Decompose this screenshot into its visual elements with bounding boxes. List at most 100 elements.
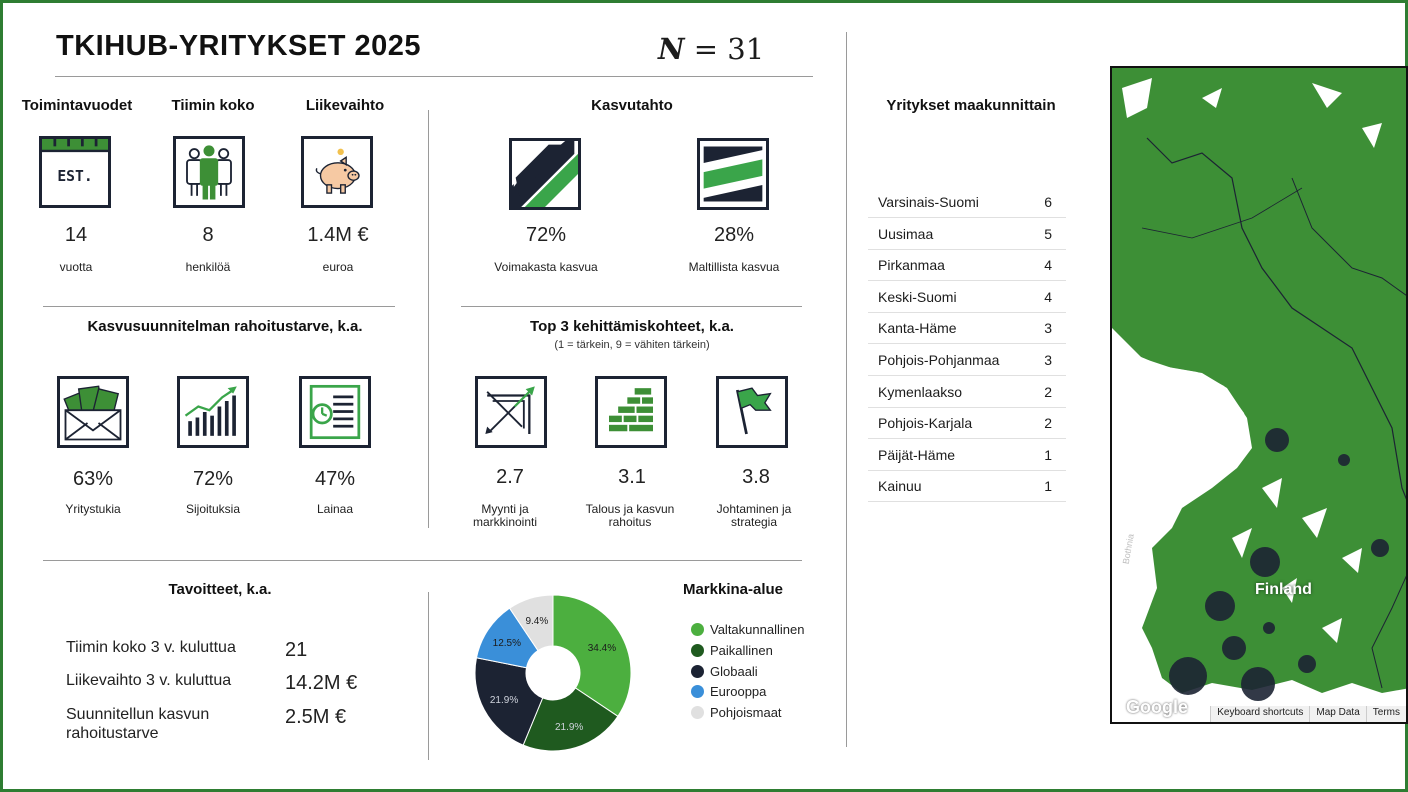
- region-row: Pohjois-Pohjanmaa 3: [868, 344, 1066, 376]
- legend-label: Paikallinen: [710, 642, 773, 658]
- market-chart-title: Markkina-alue: [682, 581, 784, 598]
- map-bubble-kanta-hame: [1222, 636, 1246, 660]
- stat-value-revenue: 1.4M €: [307, 224, 369, 246]
- strong-growth-icon: [509, 138, 581, 210]
- stat-unit-revenue: euroa: [322, 260, 354, 274]
- growth-value-strong: 72%: [525, 224, 567, 246]
- goal-label-revenue: Liikevaihto 3 v. kuluttua: [66, 672, 232, 689]
- map-bubble-kainuu: [1338, 454, 1350, 466]
- development-label-sales: Myynti ja markkinointi: [472, 502, 538, 529]
- map-bubble-paijat-hame: [1263, 622, 1275, 634]
- map-gulf: [1112, 330, 1250, 678]
- region-row: Keski-Suomi 4: [868, 281, 1066, 313]
- flag-icon: [716, 376, 788, 448]
- region-name: Pohjois-Pohjanmaa: [878, 352, 1000, 368]
- legend-label: Pohjoismaat: [710, 705, 782, 721]
- legend-item[interactable]: Valtakunnallinen: [691, 622, 804, 638]
- map-border: [1146, 137, 1406, 500]
- section-divider: [461, 306, 802, 307]
- goal-value-team: 21: [285, 639, 308, 661]
- pie-slice-valtakunnallinen[interactable]: [552, 594, 632, 717]
- legend-label: Globaali: [710, 663, 758, 679]
- region-name: Varsinais-Suomi: [878, 194, 979, 210]
- region-count: 4: [1044, 288, 1052, 305]
- funding-header: Kasvusuunnitelman rahoitustarve, k.a.: [87, 318, 363, 335]
- goal-value-revenue: 14.2M €: [285, 672, 358, 694]
- svg-text:EST.: EST.: [57, 168, 92, 185]
- development-note: (1 = tärkein, 9 = vähiten tärkein): [554, 339, 710, 351]
- map-border-2: [1291, 177, 1406, 296]
- region-count: 1: [1044, 446, 1052, 463]
- map-bubble-pirkanmaa: [1205, 591, 1235, 621]
- finland-map[interactable]: Finland Bothnia Google Keyboard shortcut…: [1110, 66, 1408, 724]
- map-country-label: Finland: [1255, 581, 1312, 598]
- region-count: 4: [1044, 257, 1052, 274]
- region-row: Varsinais-Suomi 6: [868, 186, 1066, 218]
- pie-slice-pohjoismaat[interactable]: [508, 594, 554, 652]
- development-value-finance: 3.1: [618, 466, 646, 488]
- pie-slice-paikallinen[interactable]: [522, 687, 619, 752]
- legend-label: Eurooppa: [710, 684, 767, 700]
- goals-header: Tavoitteet, k.a.: [168, 581, 272, 598]
- region-row: Uusimaa 5: [868, 218, 1066, 250]
- legend-label: Valtakunnallinen: [710, 622, 805, 637]
- region-name: Pohjois-Karjala: [878, 415, 973, 432]
- regions-header: Yritykset maakunnittain: [886, 97, 1056, 114]
- stat-value-team: 8: [202, 224, 214, 246]
- growth-label-moderate: Maltillista kasvua: [688, 260, 780, 274]
- section-divider: [43, 560, 802, 561]
- goal-label-funding: Suunnitellun kasvun rahoitustarve: [66, 706, 210, 742]
- stat-unit-team: henkilöä: [185, 260, 231, 274]
- funding-value-grants: 63%: [72, 468, 114, 490]
- development-label-finance: Talous ja kasvun rahoitus: [585, 502, 675, 529]
- legend-swatch: [691, 685, 704, 699]
- map-bubble-uusimaa: [1241, 667, 1275, 701]
- development-value-sales: 2.7: [496, 466, 524, 488]
- stat-unit-years: vuotta: [59, 260, 93, 274]
- legend-item[interactable]: Pohjoismaat: [691, 705, 782, 721]
- region-count: 1: [1044, 478, 1052, 495]
- map-data-link[interactable]: Map Data: [1309, 706, 1366, 722]
- pie-data-label: 12.5%: [493, 638, 521, 649]
- stat-header-revenue: Liikevaihto: [305, 97, 385, 114]
- map-north-lakes: [1122, 78, 1382, 148]
- region-row: Pirkanmaa 4: [868, 249, 1066, 282]
- market-pie-chart: 34.4% 21.9% 21.9% 12.5% 9.4%: [474, 594, 632, 752]
- stat-header-years: Toimintavuodet: [21, 97, 133, 114]
- moderate-growth-icon: [697, 138, 769, 210]
- funding-label-loans: Lainaa: [316, 502, 354, 516]
- growth-label-strong: Voimakasta kasvua: [494, 260, 598, 274]
- funding-label-investments: Sijoituksia: [185, 502, 241, 516]
- region-row: Kainuu 1: [868, 470, 1066, 503]
- legend-item[interactable]: Paikallinen: [691, 643, 773, 659]
- legend-item[interactable]: Eurooppa: [691, 684, 766, 700]
- map-bubble-pohjois-karjala: [1371, 539, 1389, 557]
- pie-slice-globaali[interactable]: [474, 657, 544, 746]
- sample-size: N = 31: [658, 32, 765, 66]
- map-border-4: [1371, 575, 1406, 689]
- region-name: Kymenlaakso: [878, 383, 963, 400]
- legend-item[interactable]: Globaali: [691, 664, 758, 680]
- region-count: 3: [1044, 320, 1052, 337]
- map-border-3: [1141, 187, 1303, 239]
- legend-swatch: [691, 706, 704, 720]
- stat-header-team: Tiimin koko: [171, 97, 255, 114]
- map-canvas: [1112, 68, 1406, 722]
- column-divider: [428, 110, 429, 528]
- map-bubble-kymenlaakso: [1298, 655, 1316, 673]
- pie-data-label: 34.4%: [588, 643, 616, 654]
- bricks-icon: [595, 376, 667, 448]
- region-row: Päijät-Häme 1: [868, 439, 1066, 471]
- development-header: Top 3 kehittämiskohteet, k.a.: [530, 318, 734, 335]
- keyboard-shortcuts-link[interactable]: Keyboard shortcuts: [1210, 706, 1310, 722]
- region-name: Keski-Suomi: [878, 288, 957, 305]
- legend-swatch: [691, 664, 704, 678]
- pie-data-label: 21.9%: [490, 695, 518, 706]
- main-divider: [846, 32, 847, 747]
- map-footer: Keyboard shortcuts Map Data Terms: [1210, 706, 1406, 722]
- terms-link[interactable]: Terms: [1365, 706, 1406, 722]
- pie-data-label: 21.9%: [555, 722, 583, 733]
- region-row: Pohjois-Karjala 2: [868, 407, 1066, 440]
- pie-data-label: 9.4%: [525, 616, 548, 627]
- legend-swatch: [691, 643, 704, 657]
